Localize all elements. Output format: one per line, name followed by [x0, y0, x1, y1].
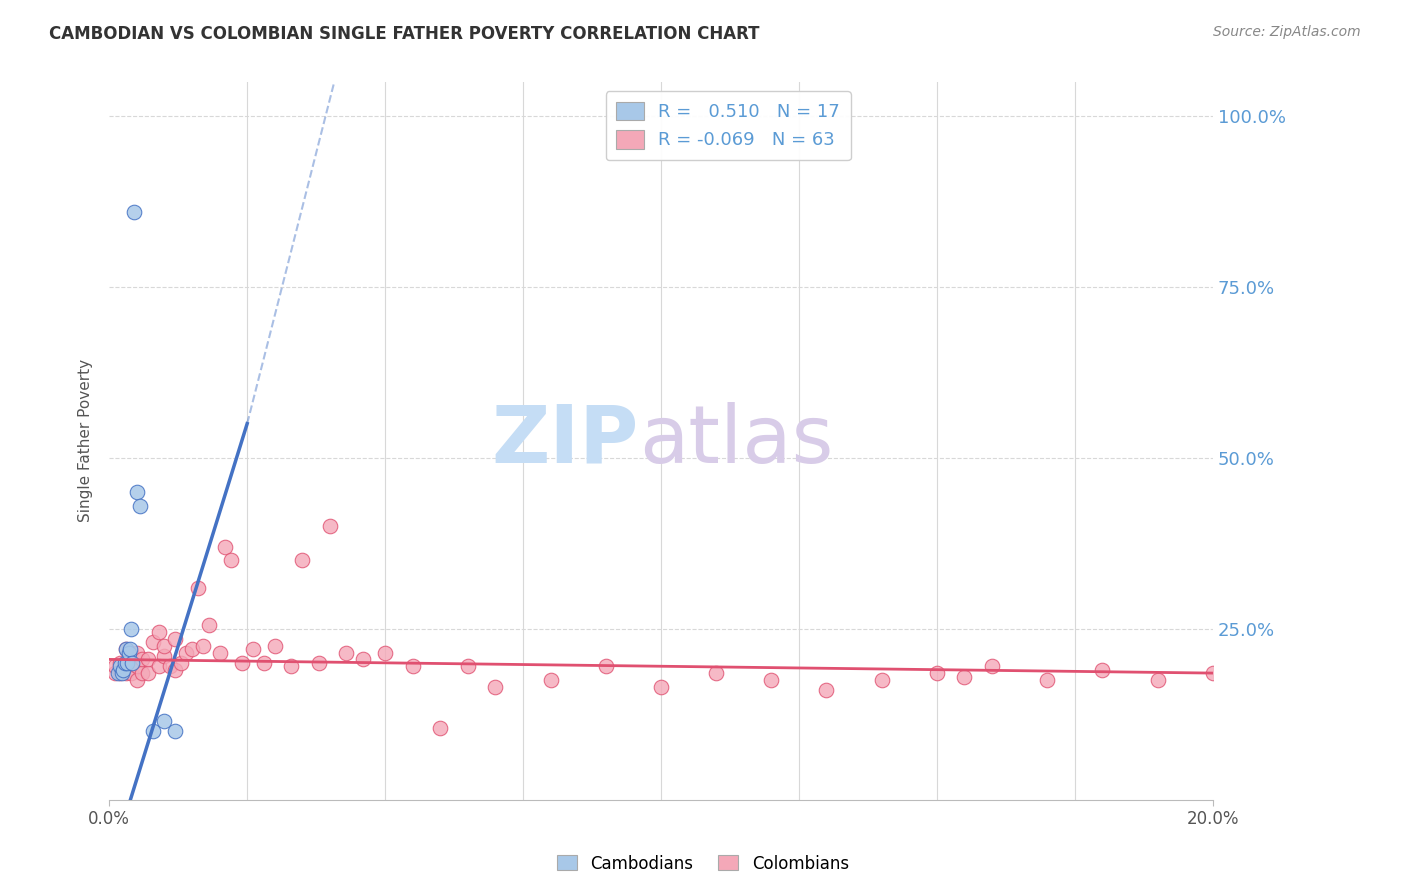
Point [115, 656, 138, 670]
Point [114, 666, 136, 681]
Point [352, 652, 374, 666]
Point [104, 666, 127, 681]
Point [114, 656, 136, 670]
Point [114, 659, 136, 673]
Point [131, 666, 153, 681]
Point [761, 673, 783, 687]
Point [870, 673, 893, 687]
Point [242, 642, 264, 657]
Point [148, 659, 170, 673]
Point [953, 669, 976, 683]
Point [159, 659, 181, 673]
Point [319, 519, 342, 533]
Point [120, 656, 142, 670]
Point [219, 553, 242, 567]
Point [214, 540, 236, 554]
Point [181, 642, 204, 657]
Point [457, 659, 479, 673]
Point [540, 673, 562, 687]
Point [595, 659, 617, 673]
Point [131, 652, 153, 666]
Point [110, 659, 132, 673]
Point [335, 646, 357, 660]
Point [111, 666, 134, 681]
Point [208, 646, 231, 660]
Point [107, 666, 129, 681]
Point [125, 646, 148, 660]
Point [114, 642, 136, 657]
Point [165, 724, 187, 739]
Point [125, 659, 148, 673]
Point [1202, 666, 1225, 681]
Point [176, 646, 198, 660]
Point [484, 680, 506, 694]
Point [153, 714, 176, 728]
Point [197, 618, 219, 632]
Point [114, 642, 136, 657]
Point [231, 656, 253, 670]
Point [148, 625, 170, 640]
Point [186, 581, 208, 595]
Point [1036, 673, 1059, 687]
Point [374, 646, 396, 660]
Point [291, 553, 314, 567]
Point [120, 646, 142, 660]
Point [120, 642, 142, 657]
Point [128, 499, 150, 513]
Point [165, 632, 187, 646]
Text: Source: ZipAtlas.com: Source: ZipAtlas.com [1213, 25, 1361, 39]
Point [120, 622, 142, 636]
Point [650, 680, 672, 694]
Point [191, 639, 214, 653]
Legend: Cambodians, Colombians: Cambodians, Colombians [550, 848, 856, 880]
Point [815, 683, 838, 698]
Point [402, 659, 425, 673]
Point [170, 656, 193, 670]
Point [112, 663, 135, 677]
Point [1146, 673, 1168, 687]
Text: CAMBODIAN VS COLOMBIAN SINGLE FATHER POVERTY CORRELATION CHART: CAMBODIAN VS COLOMBIAN SINGLE FATHER POV… [49, 25, 759, 43]
Point [253, 656, 276, 670]
Y-axis label: Single Father Poverty: Single Father Poverty [79, 359, 93, 523]
Point [142, 724, 165, 739]
Point [1091, 663, 1114, 677]
Point [110, 666, 132, 681]
Legend: R =   0.510   N = 17, R = -0.069   N = 63: R = 0.510 N = 17, R = -0.069 N = 63 [606, 91, 851, 161]
Point [110, 656, 132, 670]
Point [136, 652, 159, 666]
Point [142, 635, 165, 649]
Point [280, 659, 302, 673]
Point [136, 666, 159, 681]
Point [104, 659, 127, 673]
Point [308, 656, 330, 670]
Point [117, 646, 139, 660]
Point [120, 666, 142, 681]
Point [122, 204, 145, 219]
Text: atlas: atlas [638, 401, 834, 480]
Point [121, 656, 143, 670]
Point [704, 666, 727, 681]
Text: ZIP: ZIP [492, 401, 638, 480]
Point [153, 639, 176, 653]
Point [153, 648, 176, 663]
Point [165, 663, 187, 677]
Point [981, 659, 1004, 673]
Point [925, 666, 948, 681]
Point [429, 721, 451, 735]
Point [125, 673, 148, 687]
Point [263, 639, 285, 653]
Point [125, 485, 148, 500]
